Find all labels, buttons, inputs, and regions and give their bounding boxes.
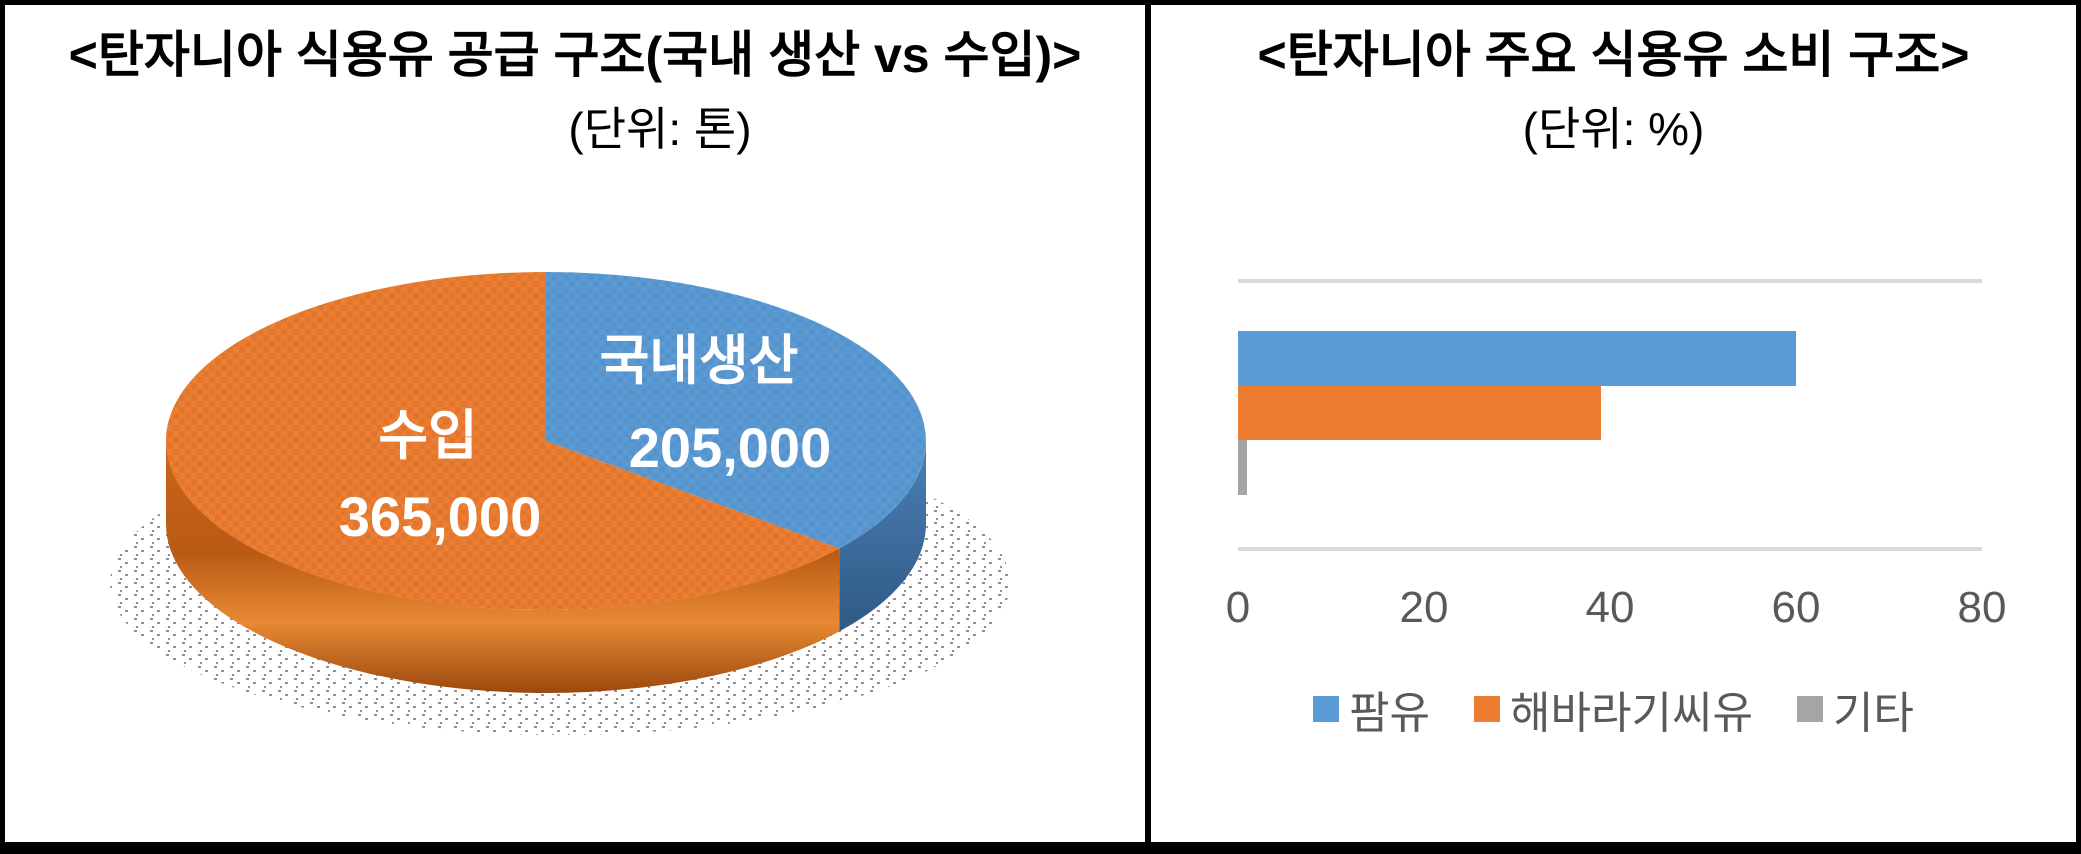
legend-swatch-기타 bbox=[1796, 696, 1823, 722]
bar-chart-title: <탄자니아 주요 식용유 소비 구조> bbox=[1257, 27, 1970, 83]
legend-item-기타: 기타 bbox=[1796, 677, 1914, 741]
x-tick-60: 60 bbox=[1771, 583, 1821, 632]
x-tick-20: 20 bbox=[1399, 583, 1449, 632]
gridline-bottom bbox=[1238, 547, 1982, 551]
pie-side-수입 bbox=[166, 441, 840, 693]
pie-chart-unit-label: (단위: 톤) bbox=[568, 103, 752, 155]
pie-slice-수입-texture bbox=[165, 272, 840, 610]
pie-side-국내생산 bbox=[839, 441, 926, 632]
pie-value-국내생산: 205,000 bbox=[629, 416, 831, 479]
bar-chart-panel: <탄자니아 주요 식용유 소비 구조> (단위: %) 0 20 40 60 80 팜유… bbox=[1151, 5, 2076, 842]
pie-chart: 국내생산 205,000 수입 365,000 bbox=[110, 272, 1010, 735]
legend-swatch-해바라기씨유 bbox=[1474, 696, 1501, 722]
bar-chart-unit-label: (단위: %) bbox=[1522, 103, 1705, 155]
pie-chart-panel: <탄자니아 식용유 공급 구조(국내 생산 vs 수입)> (단위: 톤) bbox=[5, 5, 1151, 842]
pie-value-수입: 365,000 bbox=[339, 485, 541, 548]
pie-chart-title: <탄자니아 식용유 공급 구조(국내 생산 vs 수입)> bbox=[68, 27, 1082, 83]
x-tick-0: 0 bbox=[1225, 583, 1251, 632]
bar-chart-legend: 팜유 해바라기씨유 기타 bbox=[1151, 677, 2076, 741]
gridline-top bbox=[1238, 279, 1982, 283]
legend-swatch-팜유 bbox=[1313, 696, 1340, 722]
legend-label-해바라기씨유: 해바라기씨유 bbox=[1510, 689, 1753, 738]
bar-팜유 bbox=[1238, 331, 1796, 386]
pie-label-국내생산: 국내생산 bbox=[600, 331, 799, 391]
bar-해바라기씨유 bbox=[1238, 386, 1601, 440]
legend-label-기타: 기타 bbox=[1832, 689, 1914, 738]
legend-item-해바라기씨유: 해바라기씨유 bbox=[1474, 677, 1753, 741]
pie-slice-국내생산-texture bbox=[546, 272, 926, 549]
pie-label-수입: 수입 bbox=[378, 406, 477, 466]
legend-item-팜유: 팜유 bbox=[1313, 677, 1430, 741]
legend-label-팜유: 팜유 bbox=[1349, 689, 1431, 738]
x-tick-40: 40 bbox=[1585, 583, 1635, 632]
x-tick-80: 80 bbox=[1957, 583, 2007, 632]
bar-chart: 0 20 40 60 80 bbox=[1151, 5, 2076, 842]
bar-기타 bbox=[1238, 440, 1248, 495]
